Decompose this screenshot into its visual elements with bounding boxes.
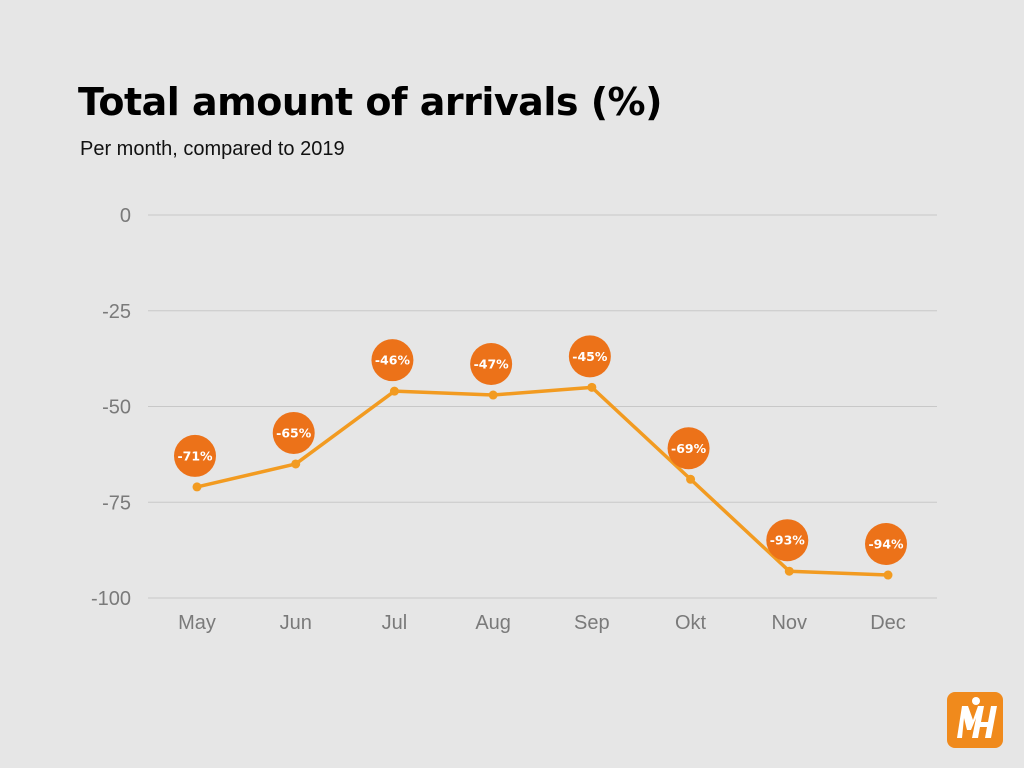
data-label: -65% bbox=[276, 425, 312, 440]
x-tick-label: Nov bbox=[771, 612, 807, 634]
y-tick-label: -50 bbox=[102, 397, 131, 419]
series-line bbox=[195, 385, 890, 577]
x-tick-label: Okt bbox=[675, 612, 707, 634]
data-label-badge bbox=[766, 519, 809, 562]
data-label: -47% bbox=[474, 357, 510, 372]
data-point bbox=[883, 570, 893, 580]
y-tick-label: -25 bbox=[102, 301, 131, 323]
data-label-badge bbox=[568, 335, 611, 378]
x-tick-label: May bbox=[178, 612, 216, 634]
x-tick-label: Jun bbox=[280, 612, 312, 634]
data-point bbox=[389, 386, 399, 396]
data-point bbox=[587, 382, 597, 392]
data-label-badge bbox=[272, 411, 315, 454]
data-label-badge bbox=[371, 339, 414, 382]
chart-subtitle: Per month, compared to 2019 bbox=[80, 138, 345, 160]
data-label-badge bbox=[470, 343, 513, 386]
y-tick-label: 0 bbox=[120, 205, 131, 227]
data-point bbox=[192, 482, 202, 492]
x-tick-label: Aug bbox=[475, 612, 511, 634]
brand-logo-icon bbox=[947, 692, 1003, 748]
data-point bbox=[488, 390, 498, 400]
data-label: -93% bbox=[770, 533, 806, 548]
data-label: -71% bbox=[177, 448, 213, 463]
chart-title: Total amount of arrivals (%) bbox=[78, 80, 663, 124]
data-label: -46% bbox=[375, 353, 411, 368]
y-tick-label: -75 bbox=[102, 492, 131, 514]
data-label: -45% bbox=[572, 349, 608, 364]
data-label-badge bbox=[865, 523, 907, 566]
x-tick-label: Dec bbox=[870, 612, 906, 634]
data-label: -94% bbox=[868, 537, 904, 552]
x-tick-label: Jul bbox=[382, 612, 408, 634]
data-point bbox=[784, 566, 794, 576]
data-label-badge bbox=[174, 434, 216, 477]
data-point bbox=[291, 459, 301, 469]
x-tick-label: Sep bbox=[574, 612, 610, 634]
y-tick-label: -100 bbox=[91, 588, 131, 610]
data-point bbox=[686, 474, 696, 484]
brand-logo-glyph bbox=[957, 697, 997, 738]
data-label: -69% bbox=[671, 441, 707, 456]
data-label-badge bbox=[667, 427, 710, 470]
